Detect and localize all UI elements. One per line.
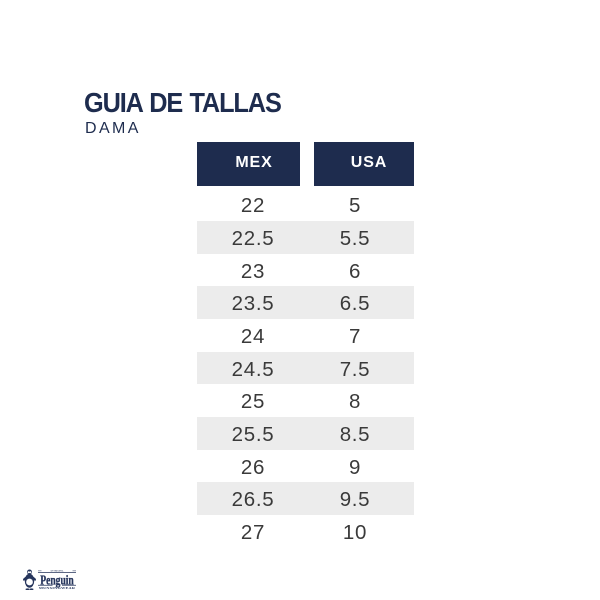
- usa-size-value: 8: [348, 390, 362, 414]
- usa-size-cell: 9.5: [299, 482, 411, 515]
- mex-size-value: 24: [240, 324, 266, 348]
- svg-text:Penguin: Penguin: [40, 573, 74, 588]
- usa-size-cell: 8: [299, 384, 411, 417]
- usa-size-value: 6.5: [339, 292, 371, 316]
- mex-size-cell: 23.5: [197, 286, 309, 319]
- mex-size-cell: 25.5: [197, 417, 309, 450]
- usa-size-value: 8.5: [339, 422, 371, 446]
- table-row: 26.5 9.5: [197, 482, 414, 516]
- page-title: GUIA DE TALLAS: [84, 86, 282, 118]
- size-table: MEX USA 22 5 22.5 5.5 23 6 23.5 6.5 24 7 24.5 7.5 25…: [197, 141, 414, 544]
- usa-size-cell: 9: [299, 450, 411, 483]
- usa-size-cell: 5: [299, 188, 411, 221]
- penguin-icon: [23, 569, 36, 591]
- usa-size-cell: 5.5: [299, 221, 411, 254]
- mex-size-value: 25.5: [231, 422, 275, 446]
- table-row: 23.5 6.5: [197, 286, 414, 320]
- usa-size-cell: 10: [299, 515, 411, 548]
- mex-size-cell: 26: [197, 450, 309, 483]
- mex-size-value: 22: [240, 194, 266, 218]
- usa-size-value: 10: [342, 521, 368, 545]
- usa-size-value: 9: [348, 455, 362, 479]
- mex-size-cell: 26.5: [197, 482, 309, 515]
- svg-text:MUNSINGWEAR: MUNSINGWEAR: [39, 586, 76, 590]
- usa-size-cell: 7: [299, 319, 411, 352]
- usa-size-cell: 8.5: [299, 417, 411, 450]
- usa-size-value: 5.5: [339, 226, 371, 250]
- table-row: 22 5: [197, 188, 414, 221]
- usa-size-value: 6: [348, 259, 362, 283]
- mex-size-cell: 24.5: [197, 352, 309, 385]
- mex-size-value: 25: [240, 390, 266, 414]
- mex-size-value: 23.5: [231, 292, 275, 316]
- mex-size-cell: 22: [197, 188, 309, 221]
- column-header-mex: MEX: [197, 141, 300, 186]
- usa-size-value: 5: [348, 194, 362, 218]
- svg-text:AN ORIGINAL: AN ORIGINAL: [50, 570, 64, 573]
- mex-size-cell: 23: [197, 254, 309, 287]
- usa-size-value: 7.5: [339, 357, 371, 381]
- table-row: 22.5 5.5: [197, 220, 414, 254]
- mex-size-value: 23: [240, 259, 266, 283]
- table-row: 25.5 8.5: [197, 417, 414, 450]
- mex-size-cell: 22.5: [197, 221, 309, 254]
- usa-size-value: 7: [348, 324, 362, 348]
- table-row: 26 9: [197, 450, 414, 483]
- mex-size-value: 24.5: [231, 357, 275, 381]
- usa-size-value: 9.5: [339, 488, 371, 512]
- table-header-row: MEX USA: [197, 141, 414, 186]
- penguin-wordmark: AN ORIGINAL Penguin BY MUNSINGWEAR: [38, 570, 76, 590]
- penguin-brand-logo: AN ORIGINAL Penguin BY MUNSINGWEAR: [23, 569, 76, 591]
- mex-size-cell: 24: [197, 319, 309, 352]
- table-row: 27 10: [197, 515, 414, 548]
- mex-size-value: 26.5: [231, 488, 275, 512]
- table-row: 25 8: [197, 384, 414, 417]
- column-header-usa-label: USA: [350, 154, 388, 171]
- page-subtitle: DAMA: [85, 119, 141, 137]
- usa-size-cell: 6: [299, 254, 411, 287]
- table-row: 24.5 7.5: [197, 351, 414, 385]
- column-header-mex-label: MEX: [235, 154, 273, 171]
- mex-size-cell: 27: [197, 515, 309, 548]
- table-row: 23 6: [197, 254, 414, 287]
- usa-size-cell: 6.5: [299, 286, 411, 319]
- table-body: 22 5 22.5 5.5 23 6 23.5 6.5 24 7 24.5 7.5 25 8 25.5 8.5…: [197, 188, 414, 548]
- svg-text:BY: BY: [56, 586, 59, 588]
- mex-size-value: 22.5: [231, 226, 275, 250]
- mex-size-value: 27: [240, 521, 266, 545]
- table-row: 24 7: [197, 319, 414, 352]
- mex-size-cell: 25: [197, 384, 309, 417]
- column-header-usa: USA: [313, 141, 414, 186]
- mex-size-value: 26: [240, 455, 266, 479]
- usa-size-cell: 7.5: [299, 352, 411, 385]
